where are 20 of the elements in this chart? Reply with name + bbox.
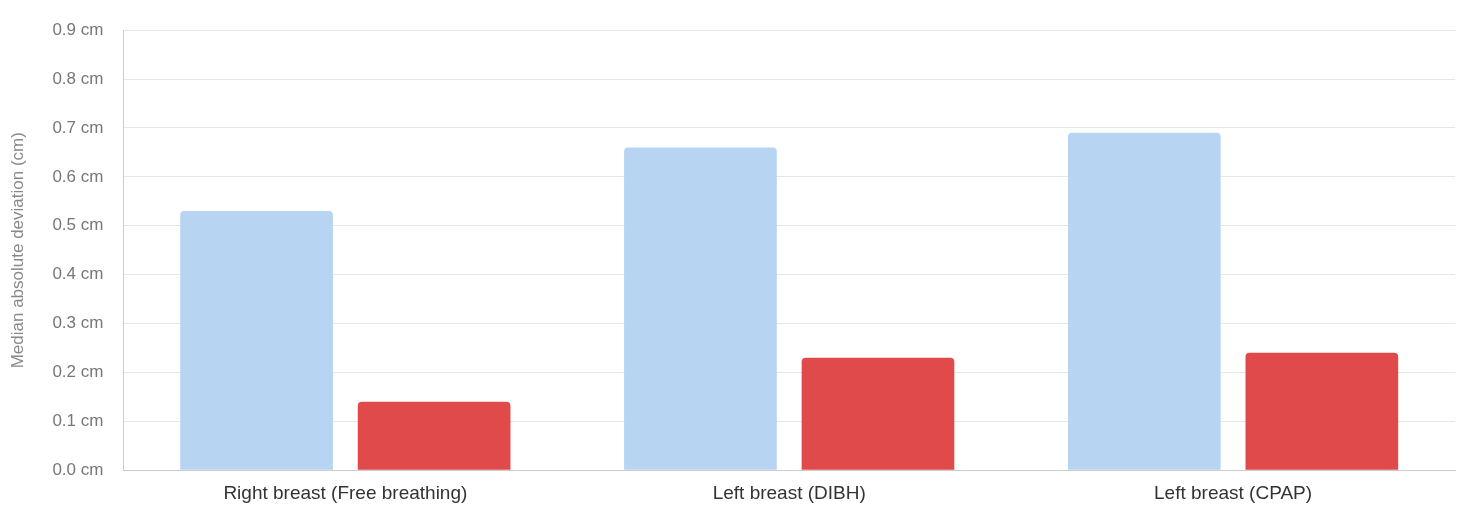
bar	[180, 211, 333, 470]
y-tick-label: 0.8 cm	[52, 68, 104, 88]
bar	[624, 147, 777, 470]
x-tick-label: Left breast (DIBH)	[712, 481, 866, 503]
y-tick-label: 0.1 cm	[52, 411, 104, 430]
y-tick-label: 0.7 cm	[52, 117, 104, 137]
bar	[1067, 132, 1221, 470]
y-axis-title: Median absolute deviation (cm)	[7, 132, 27, 369]
bar	[357, 401, 511, 470]
y-tick-label: 0.2 cm	[52, 362, 104, 382]
y-tick-label: 0.4 cm	[52, 264, 104, 284]
y-tick-label: 0.0 cm	[52, 459, 104, 479]
x-tick-label: Right breast (Free breathing)	[223, 481, 468, 503]
bar	[1245, 352, 1399, 470]
y-tick-label: 0.3 cm	[52, 313, 104, 333]
x-tick-label: Left breast (CPAP)	[1154, 481, 1313, 503]
y-tick-label: 0.9 cm	[52, 19, 104, 39]
y-tick-label: 0.5 cm	[52, 215, 104, 235]
y-tick-label: 0.6 cm	[52, 166, 104, 186]
bar	[801, 357, 955, 470]
